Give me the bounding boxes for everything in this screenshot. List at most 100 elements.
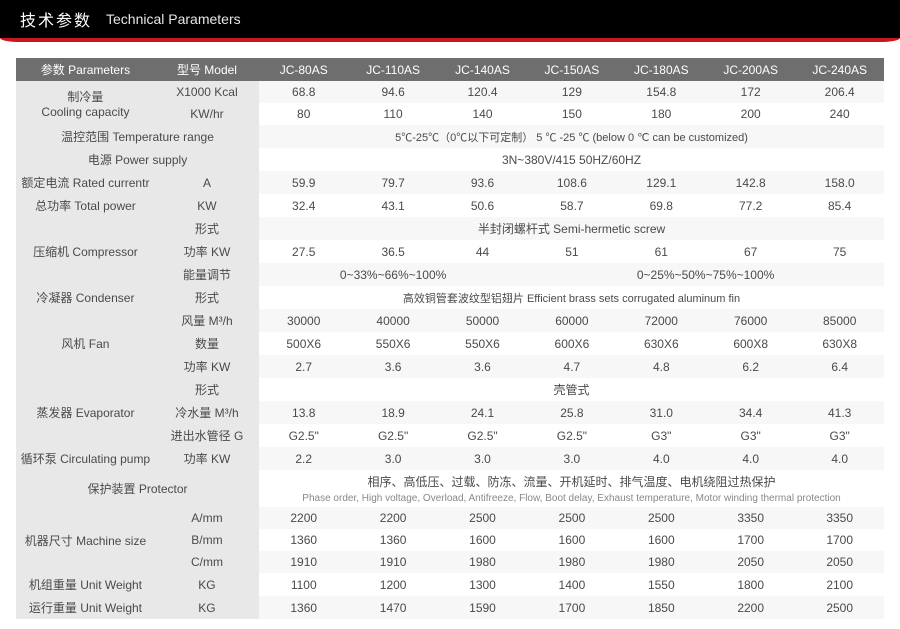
u-current: A xyxy=(155,171,259,194)
lbl-evap: 蒸发器 Evaporator xyxy=(16,378,155,447)
v: 2050 xyxy=(706,551,795,573)
v: G3" xyxy=(706,424,795,447)
v: 27.5 xyxy=(259,240,348,263)
v: 1700 xyxy=(706,529,795,551)
v: 2200 xyxy=(259,507,348,529)
v: 600X6 xyxy=(527,332,616,355)
v: 2500 xyxy=(527,507,616,529)
v: 85000 xyxy=(795,309,884,332)
v: 67 xyxy=(706,240,795,263)
lbl-cooling: 制冷量 Cooling capacity xyxy=(16,81,155,125)
u-comp-3: 能量调节 xyxy=(155,263,259,286)
v: G3" xyxy=(795,424,884,447)
v-comp-1: 半封闭螺杆式 Semi-hermetic screw xyxy=(259,217,884,240)
v: G3" xyxy=(617,424,706,447)
section-banner: 技术参数 Technical Parameters xyxy=(0,0,900,38)
v: G2.5" xyxy=(527,424,616,447)
v: 6.2 xyxy=(706,355,795,378)
v: 2200 xyxy=(706,596,795,619)
spec-table: 参数 Parameters 型号 Model JC-80AS JC-110AS … xyxy=(16,58,884,619)
v: 2.2 xyxy=(259,447,348,470)
v: G2.5" xyxy=(259,424,348,447)
v-cond: 高效铜管套波纹型铝翅片 Efficient brass sets corruga… xyxy=(259,286,884,309)
v-temp: 5℃-25℃（0℃以下可定制） 5 ℃ -25 ℃ (below 0 ℃ can… xyxy=(259,125,884,148)
v: 3.6 xyxy=(438,355,527,378)
v: 18.9 xyxy=(348,401,437,424)
v: 1300 xyxy=(438,573,527,596)
v: 600X8 xyxy=(706,332,795,355)
lbl-prot: 保护装置 Protector xyxy=(16,470,259,507)
v: 2050 xyxy=(795,551,884,573)
lbl-cond: 冷凝器 Condenser xyxy=(16,286,155,309)
v: 30000 xyxy=(259,309,348,332)
v: 1910 xyxy=(348,551,437,573)
v-comp-3r: 0~25%~50%~75%~100% xyxy=(527,263,884,286)
v: 108.6 xyxy=(527,171,616,194)
v: 79.7 xyxy=(348,171,437,194)
v-prot-cn: 相序、高低压、过载、防冻、流量、开机延时、排气温度、电机绕阻过热保护 xyxy=(368,475,776,489)
v: 1700 xyxy=(527,596,616,619)
v: 1600 xyxy=(527,529,616,551)
v-prot-en: Phase order, High voltage, Overload, Ant… xyxy=(302,493,840,504)
hdr-m4: JC-180AS xyxy=(617,58,706,81)
v: 150 xyxy=(527,103,616,125)
row-uweight: 机组重量 Unit Weight KG 1100 1200 1300 1400 … xyxy=(16,573,884,596)
v: 550X6 xyxy=(348,332,437,355)
v: 68.8 xyxy=(259,81,348,103)
lbl-size: 机器尺寸 Machine size xyxy=(16,507,155,573)
v: 69.8 xyxy=(617,194,706,217)
hdr-m2: JC-140AS xyxy=(438,58,527,81)
v: 120.4 xyxy=(438,81,527,103)
u-total: KW xyxy=(155,194,259,217)
table-wrap: 参数 Parameters 型号 Model JC-80AS JC-110AS … xyxy=(0,38,900,629)
u-comp-2: 功率 KW xyxy=(155,240,259,263)
v: 1910 xyxy=(259,551,348,573)
v: 1100 xyxy=(259,573,348,596)
hdr-m0: JC-80AS xyxy=(259,58,348,81)
v: 1800 xyxy=(706,573,795,596)
v: 6.4 xyxy=(795,355,884,378)
v: 4.0 xyxy=(617,447,706,470)
v: 1850 xyxy=(617,596,706,619)
v-evap-1: 壳管式 xyxy=(259,378,884,401)
v: 4.8 xyxy=(617,355,706,378)
v: 1980 xyxy=(617,551,706,573)
hdr-m5: JC-200AS xyxy=(706,58,795,81)
v: 40000 xyxy=(348,309,437,332)
v: 4.7 xyxy=(527,355,616,378)
u-rweight: KG xyxy=(155,596,259,619)
row-cooling-1: 制冷量 Cooling capacity X1000 Kcal 68.8 94.… xyxy=(16,81,884,103)
hdr-params: 参数 Parameters xyxy=(16,58,155,81)
v: 3350 xyxy=(795,507,884,529)
v: 2100 xyxy=(795,573,884,596)
v: 1600 xyxy=(617,529,706,551)
row-size-1: 机器尺寸 Machine size A/mm 2200 2200 2500 25… xyxy=(16,507,884,529)
v: 180 xyxy=(617,103,706,125)
v: 1600 xyxy=(438,529,527,551)
v: 3.0 xyxy=(348,447,437,470)
v: 50.6 xyxy=(438,194,527,217)
v: 1470 xyxy=(348,596,437,619)
v: 550X6 xyxy=(438,332,527,355)
v: 2500 xyxy=(617,507,706,529)
u-cond: 形式 xyxy=(155,286,259,309)
u-cooling-2: KW/hr xyxy=(155,103,259,125)
v: 3.0 xyxy=(527,447,616,470)
v: 240 xyxy=(795,103,884,125)
v-power: 3N~380V/415 50HZ/60HZ xyxy=(259,148,884,171)
lbl-total: 总功率 Total power xyxy=(16,194,155,217)
v: 93.6 xyxy=(438,171,527,194)
v: 142.8 xyxy=(706,171,795,194)
u-evap-1: 形式 xyxy=(155,378,259,401)
v: 206.4 xyxy=(795,81,884,103)
v: 1980 xyxy=(527,551,616,573)
v: 1980 xyxy=(438,551,527,573)
v: 3350 xyxy=(706,507,795,529)
lbl-cooling-cn: 制冷量 xyxy=(67,90,103,104)
v: 72000 xyxy=(617,309,706,332)
row-pump: 循环泵 Circulating pump 功率 KW 2.2 3.0 3.0 3… xyxy=(16,447,884,470)
v-comp-3l: 0~33%~66%~100% xyxy=(259,263,527,286)
v: 154.8 xyxy=(617,81,706,103)
hdr-m6: JC-240AS xyxy=(795,58,884,81)
v: 630X8 xyxy=(795,332,884,355)
